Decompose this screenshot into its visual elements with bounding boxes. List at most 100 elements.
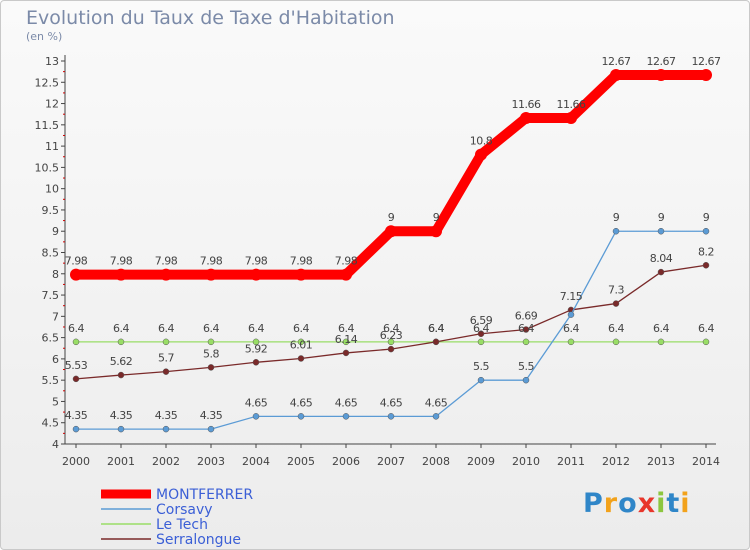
- x-tick-label: 2004: [242, 455, 270, 468]
- data-label-corsavy: 5.5: [518, 360, 534, 373]
- data-point-corsavy: [477, 376, 485, 384]
- data-label-montferrer: 12.67: [602, 55, 631, 68]
- y-tick-label: 9.5: [42, 204, 60, 217]
- x-tick-label: 2008: [422, 455, 450, 468]
- y-tick-label: 12: [45, 98, 59, 111]
- data-point-le tech: [297, 338, 305, 346]
- data-point-serralongue: [702, 262, 710, 269]
- data-point-le tech: [162, 338, 170, 346]
- data-point-serralongue: [612, 300, 620, 307]
- y-tick-label: 4.5: [42, 417, 60, 430]
- data-label-serralongue: 5.8: [203, 347, 219, 360]
- data-point-serralongue: [252, 359, 260, 366]
- data-point-le tech: [387, 338, 395, 346]
- data-label-serralongue: 7.3: [608, 284, 624, 297]
- data-point-montferrer: [160, 268, 172, 281]
- data-label-serralongue: 6.4: [428, 322, 444, 335]
- series-lines: [70, 69, 712, 433]
- data-point-montferrer: [520, 112, 532, 125]
- data-point-serralongue: [432, 338, 440, 346]
- data-point-le tech: [702, 338, 710, 346]
- data-label-montferrer: 9: [433, 211, 440, 224]
- data-point-le tech: [522, 338, 530, 346]
- data-label-montferrer: 7.98: [155, 255, 178, 268]
- legend-label-corsavy: Corsavy: [156, 502, 213, 518]
- data-label-le tech: 6.4: [203, 322, 219, 335]
- y-tick-label: 10.5: [35, 161, 60, 174]
- data-point-corsavy: [162, 425, 170, 433]
- data-label-le tech: 6.4: [383, 322, 399, 335]
- data-point-le tech: [72, 338, 80, 346]
- data-label-montferrer: 12.67: [647, 55, 676, 68]
- data-point-le tech: [252, 338, 260, 346]
- data-point-serralongue: [297, 355, 305, 362]
- data-label-serralongue: 8.2: [698, 245, 714, 258]
- data-point-serralongue: [477, 330, 485, 338]
- data-label-corsavy: 4.65: [290, 396, 313, 409]
- data-point-corsavy: [612, 227, 620, 235]
- data-label-serralongue: 6.23: [380, 329, 403, 342]
- data-label-corsavy: 9: [658, 211, 665, 224]
- logo-letter: r: [603, 488, 619, 519]
- data-point-serralongue: [207, 364, 215, 371]
- data-point-montferrer: [655, 69, 667, 82]
- y-tick-label: 6.5: [42, 332, 60, 345]
- data-label-serralongue: 6.69: [515, 310, 538, 323]
- x-tick-label: 2010: [512, 455, 540, 468]
- data-point-montferrer: [340, 268, 352, 281]
- y-tick-label: 5: [52, 395, 59, 408]
- data-point-corsavy: [297, 413, 305, 420]
- data-point-montferrer: [250, 268, 262, 281]
- logo-letter: i: [656, 488, 667, 519]
- data-label-corsavy: 4.35: [155, 409, 178, 422]
- data-point-corsavy: [72, 425, 80, 433]
- data-label-montferrer: 7.98: [110, 255, 133, 268]
- data-point-serralongue: [387, 345, 395, 353]
- logo-letter: i: [680, 488, 691, 519]
- x-tick-label: 2009: [467, 455, 495, 468]
- data-point-serralongue: [72, 375, 80, 383]
- data-label-le tech: 6.4: [158, 322, 174, 335]
- data-label-le tech: 6.4: [113, 322, 129, 335]
- data-point-montferrer: [295, 268, 307, 281]
- data-point-le tech: [657, 338, 665, 346]
- data-label-serralongue: 8.04: [650, 252, 673, 265]
- y-tick-label: 6: [52, 353, 59, 366]
- y-tick-label: 13: [45, 55, 59, 68]
- data-point-corsavy: [522, 376, 530, 384]
- data-point-corsavy: [252, 413, 260, 420]
- x-tick-label: 2013: [647, 455, 675, 468]
- y-tick-label: 11.5: [35, 119, 60, 132]
- data-label-le tech: 6.4: [608, 322, 624, 335]
- x-tick-label: 2007: [377, 455, 405, 468]
- data-point-serralongue: [117, 371, 125, 379]
- chart-title: Evolution du Taux de Taxe d'Habitation: [26, 7, 395, 29]
- data-label-le tech: 6.4: [518, 322, 534, 335]
- data-point-le tech: [207, 338, 215, 346]
- data-point-corsavy: [117, 425, 125, 433]
- data-label-corsavy: 4.35: [110, 409, 133, 422]
- data-label-serralongue: 6.59: [470, 314, 493, 327]
- chart-subtitle: (en %): [26, 30, 63, 43]
- legend-label-le tech: Le Tech: [156, 517, 208, 533]
- y-tick-label: 11: [45, 140, 59, 153]
- data-label-serralongue: 6.01: [290, 338, 313, 351]
- data-label-montferrer: 9: [388, 211, 395, 224]
- data-point-montferrer: [385, 225, 397, 238]
- data-label-corsavy: 4.35: [200, 409, 223, 422]
- y-tick-label: 8.5: [42, 247, 60, 260]
- data-label-corsavy: 9: [613, 211, 620, 224]
- data-label-corsavy: 4.65: [380, 396, 403, 409]
- data-label-montferrer: 7.98: [65, 255, 88, 268]
- data-point-montferrer: [70, 268, 82, 281]
- data-label-le tech: 6.4: [248, 322, 264, 335]
- data-label-montferrer: 7.98: [335, 255, 358, 268]
- data-point-serralongue: [162, 368, 170, 375]
- data-label-le tech: 6.4: [473, 322, 489, 335]
- x-tick-label: 2014: [692, 455, 720, 468]
- series-line-montferrer: [76, 70, 706, 280]
- data-label-serralongue: 5.7: [158, 352, 174, 365]
- data-point-montferrer: [700, 69, 712, 82]
